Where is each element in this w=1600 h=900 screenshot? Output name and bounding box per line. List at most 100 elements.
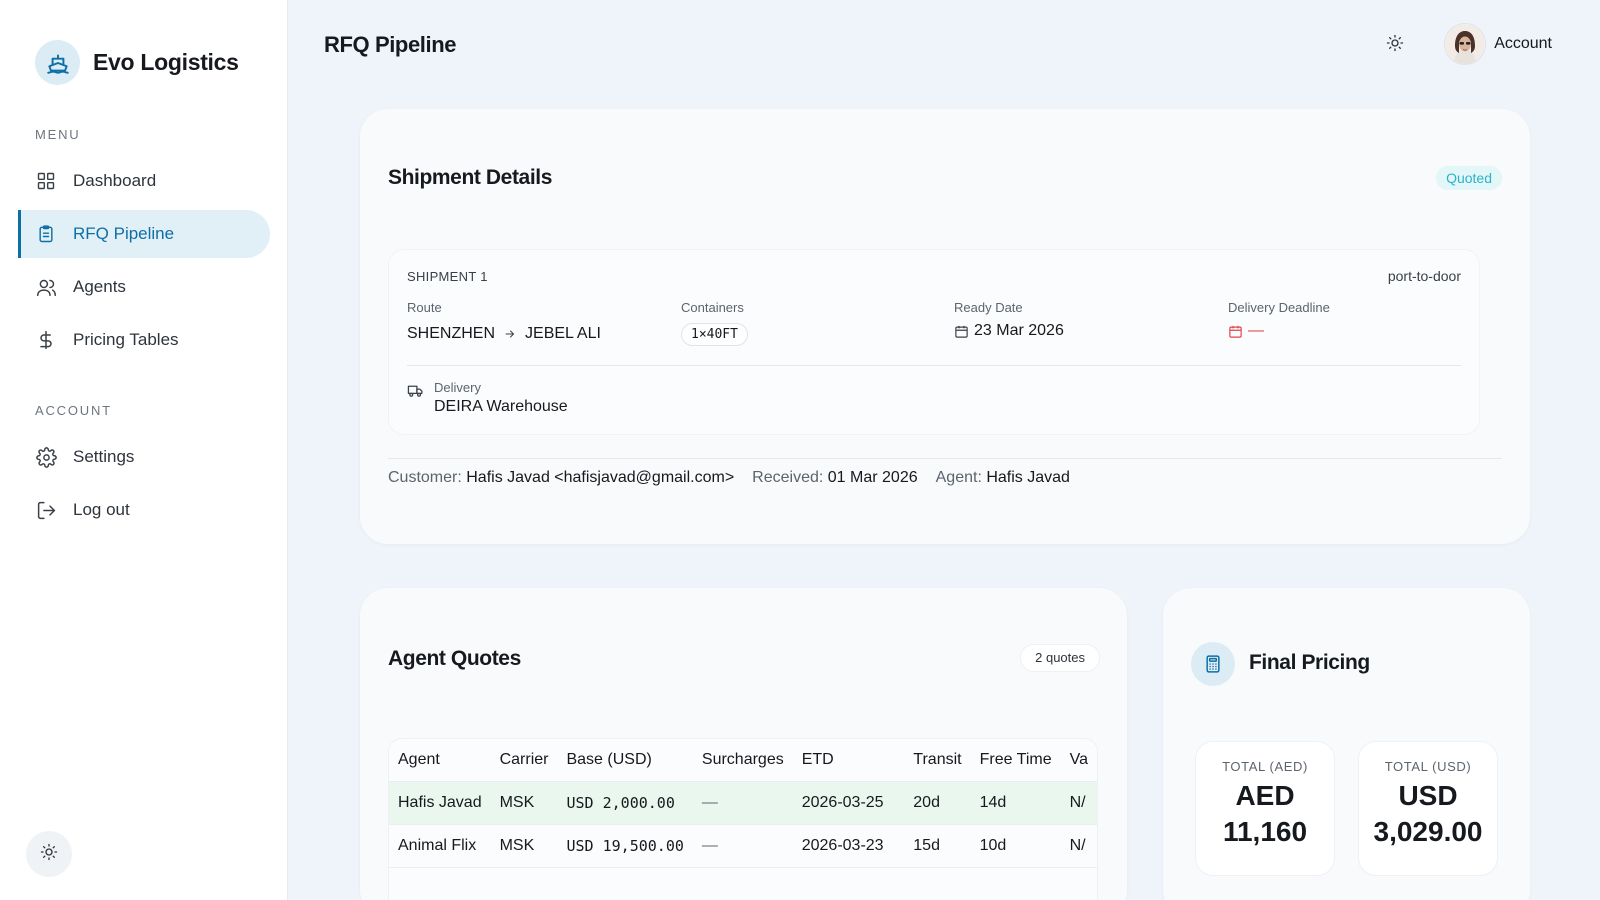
quotes-table-container[interactable]: Agent Carrier Base (USD) Surcharges ETD …	[388, 738, 1098, 900]
final-pricing-title: Final Pricing	[1249, 651, 1370, 674]
received-label: Received:	[752, 469, 824, 486]
total-aed-box: TOTAL (AED) AED 11,160	[1195, 741, 1335, 876]
agent-value: Hafis Javad	[986, 469, 1070, 486]
sidebar-item-logout[interactable]: Log out	[18, 486, 270, 534]
sidebar-item-label: Dashboard	[73, 171, 157, 190]
shipment-details-card: Shipment Details Quoted SHIPMENT 1 port-…	[360, 109, 1530, 544]
ready-date-label: Ready Date	[954, 300, 1023, 315]
header-theme-toggle[interactable]	[1384, 34, 1406, 56]
quotes-table: Agent Carrier Base (USD) Surcharges ETD …	[389, 739, 1097, 868]
calendar-icon	[954, 324, 969, 339]
destination-port: JEBEL ALI	[525, 325, 601, 342]
total-usd-label: TOTAL (USD)	[1384, 759, 1472, 774]
sidebar-item-agents[interactable]: Agents	[18, 263, 270, 311]
column-header[interactable]: Transit	[904, 739, 971, 782]
sidebar-item-label: Settings	[73, 447, 135, 466]
cell-agent: Animal Flix	[389, 824, 491, 868]
delivery-deadline: —	[1248, 322, 1264, 339]
sidebar-item-dashboard[interactable]: Dashboard	[18, 157, 270, 205]
cell-free-time: 14d	[970, 781, 1061, 825]
sidebar-item-label: Log out	[73, 500, 130, 519]
cell-agent: Hafis Javad	[389, 781, 491, 825]
total-usd-value: 3,029.00	[1373, 816, 1483, 847]
received-value: 01 Mar 2026	[827, 469, 918, 486]
sidebar: Evo Logistics MENU Dashboard RFQ Pipelin…	[0, 0, 288, 900]
cell-etd: 2026-03-23	[792, 824, 905, 868]
agent-quotes-card: Agent Quotes 2 quotes Agent Carrier Base…	[360, 588, 1127, 900]
cell-transit: 20d	[904, 781, 971, 825]
shipment-label: SHIPMENT 1	[407, 269, 488, 284]
page-title: RFQ Pipeline	[324, 32, 457, 57]
rfq-meta-row: Customer: Hafis Javad <hafisjavad@gmail.…	[388, 469, 1070, 487]
divider	[407, 365, 1461, 366]
delivery-label: Delivery	[434, 380, 481, 395]
table-row[interactable]: Hafis Javad MSK USD 2,000.00 — 2026-03-2…	[389, 781, 1097, 825]
sidebar-item-label: Agents	[73, 277, 126, 296]
ship-logo-icon	[35, 40, 80, 85]
sidebar-item-rfq-pipeline[interactable]: RFQ Pipeline	[18, 210, 270, 258]
table-row[interactable]: Animal Flix MSK USD 19,500.00 — 2026-03-…	[389, 824, 1097, 868]
delivery-info: Delivery DEIRA Warehouse	[407, 380, 568, 416]
gear-icon	[35, 446, 57, 468]
column-header[interactable]: Free Time	[970, 739, 1061, 782]
delivery-location: DEIRA Warehouse	[434, 398, 568, 415]
brand[interactable]: Evo Logistics	[35, 40, 239, 85]
divider	[388, 458, 1502, 459]
containers-value: 1×40FT	[681, 323, 748, 346]
total-usd-box: TOTAL (USD) USD 3,029.00	[1358, 741, 1498, 876]
sidebar-item-pricing-tables[interactable]: Pricing Tables	[18, 316, 270, 364]
total-aed-value: 11,160	[1222, 816, 1308, 847]
ready-date-value: 23 Mar 2026	[954, 322, 1064, 340]
sidebar-item-settings[interactable]: Settings	[18, 433, 270, 481]
delivery-deadline-label: Delivery Deadline	[1228, 300, 1330, 315]
shipment-details-title: Shipment Details	[388, 166, 552, 189]
origin-port: SHENZHEN	[407, 325, 496, 342]
brand-name: Evo Logistics	[93, 49, 239, 75]
clipboard-icon	[35, 223, 57, 245]
container-pill: 1×40FT	[681, 323, 748, 346]
agent-meta: Agent: Hafis Javad	[936, 469, 1070, 487]
column-header[interactable]: Va	[1060, 739, 1097, 782]
shipment-mode: port-to-door	[1387, 268, 1461, 284]
cell-carrier: MSK	[490, 824, 558, 868]
column-header[interactable]: Surcharges	[692, 739, 793, 782]
route-label: Route	[407, 300, 442, 315]
cell-validity: N/	[1060, 781, 1097, 825]
cell-base: USD 19,500.00	[557, 824, 693, 868]
delivery-deadline-value: —	[1228, 322, 1264, 340]
grid-icon	[35, 170, 57, 192]
quotes-count-badge: 2 quotes	[1020, 644, 1100, 672]
total-aed-label: TOTAL (AED)	[1222, 759, 1308, 774]
total-aed-currency: AED	[1235, 780, 1295, 811]
dollar-icon	[35, 329, 57, 351]
table-header-row: Agent Carrier Base (USD) Surcharges ETD …	[389, 739, 1097, 782]
containers-label: Containers	[681, 300, 744, 315]
sun-icon	[40, 843, 58, 866]
top-header: RFQ Pipeline Account	[288, 0, 1600, 88]
account-section-label: ACCOUNT	[35, 403, 112, 418]
cell-free-time: 10d	[970, 824, 1061, 868]
sidebar-item-label: RFQ Pipeline	[73, 224, 175, 243]
calendar-icon	[1228, 324, 1243, 339]
column-header[interactable]: Base (USD)	[557, 739, 693, 782]
customer-meta: Customer: Hafis Javad <hafisjavad@gmail.…	[388, 469, 734, 487]
total-usd-currency: USD	[1398, 780, 1458, 811]
final-pricing-card: Final Pricing TOTAL (AED) AED 11,160 TOT…	[1163, 588, 1530, 900]
agent-label: Agent:	[935, 469, 982, 486]
theme-toggle-button[interactable]	[26, 831, 72, 877]
cell-surcharges: —	[692, 781, 793, 825]
cell-surcharges: —	[692, 824, 793, 868]
column-header[interactable]: Agent	[389, 739, 491, 782]
truck-icon	[407, 382, 424, 416]
shipment-box: SHIPMENT 1 port-to-door Route SHENZHEN J…	[388, 249, 1480, 435]
customer-label: Customer:	[388, 469, 462, 486]
calculator-icon	[1191, 642, 1235, 686]
column-header[interactable]: ETD	[792, 739, 905, 782]
cell-carrier: MSK	[490, 781, 558, 825]
column-header[interactable]: Carrier	[490, 739, 558, 782]
ready-date: 23 Mar 2026	[974, 322, 1064, 339]
cell-transit: 15d	[904, 824, 971, 868]
cell-validity: N/	[1060, 824, 1097, 868]
arrow-right-icon	[504, 328, 516, 340]
account-menu[interactable]: Account	[1444, 23, 1552, 65]
